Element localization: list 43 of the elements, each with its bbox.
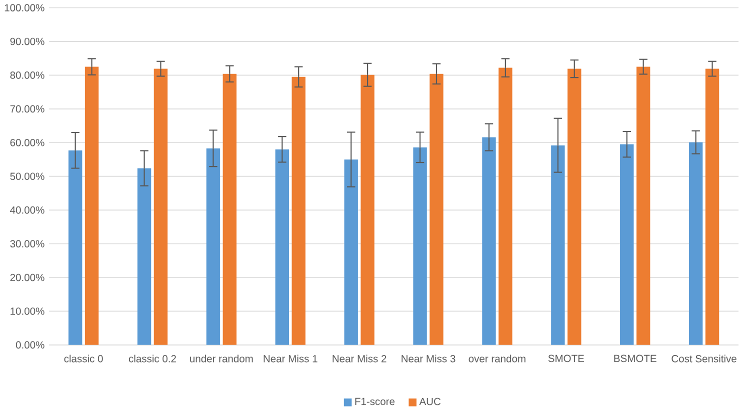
- bar: [430, 74, 444, 345]
- y-tick-label: 30.00%: [10, 240, 44, 248]
- y-tick-label: 40.00%: [10, 206, 44, 214]
- legend-label: AUC: [419, 398, 441, 405]
- bar: [344, 159, 358, 345]
- bar: [84, 66, 99, 345]
- bar: [482, 137, 496, 345]
- bar: [705, 68, 720, 345]
- bar: [551, 145, 565, 345]
- y-tick-label: 80.00%: [10, 71, 44, 79]
- bar: [360, 74, 374, 345]
- bar: [275, 149, 290, 345]
- x-tick-label: under random: [190, 354, 253, 362]
- bar: [498, 68, 512, 345]
- x-tick-label: Cost Sensitive: [672, 354, 736, 362]
- y-tick-label: 90.00%: [10, 38, 44, 45]
- y-tick-label: 100.00%: [4, 4, 44, 12]
- bar: [206, 148, 220, 345]
- bar: [636, 66, 650, 345]
- y-tick-label: 10.00%: [10, 307, 44, 315]
- y-tick-label: 0.00%: [16, 341, 44, 348]
- x-tick-label: classic 0.2: [128, 354, 176, 362]
- y-tick-label: 70.00%: [10, 105, 44, 112]
- y-tick-label: 20.00%: [10, 274, 44, 281]
- bar: [688, 142, 703, 345]
- bar: [568, 68, 582, 345]
- bar: [137, 168, 152, 345]
- x-tick-label: over random: [468, 354, 526, 362]
- bar: [292, 76, 306, 345]
- x-tick-label: SMOTE: [548, 354, 584, 362]
- x-tick-label: Near Miss 1: [264, 354, 318, 362]
- x-tick-label: Near Miss 2: [332, 354, 386, 362]
- y-tick-label: 60.00%: [10, 138, 44, 146]
- legend-label: F1-score: [355, 398, 395, 405]
- bar: [413, 147, 427, 345]
- bar: [68, 150, 82, 345]
- x-tick-label: Near Miss 3: [402, 354, 456, 362]
- bar: [222, 74, 237, 345]
- bar: [154, 68, 168, 345]
- y-tick-label: 50.00%: [10, 172, 44, 180]
- x-tick-label: classic 0: [64, 354, 103, 362]
- x-tick-label: BSMOTE: [614, 354, 656, 362]
- bar: [620, 144, 634, 345]
